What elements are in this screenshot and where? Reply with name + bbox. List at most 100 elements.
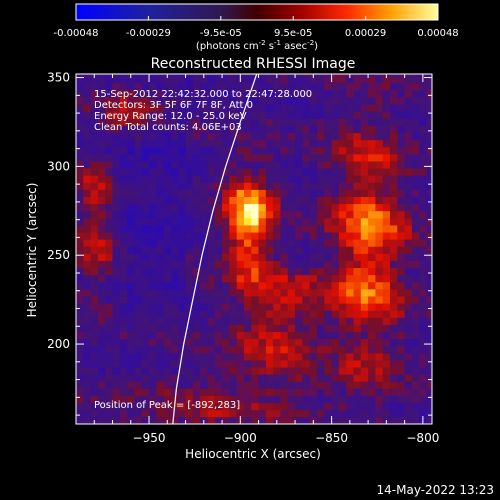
heatmap-cell <box>105 310 113 318</box>
heatmap-cell <box>127 352 135 361</box>
heatmap-cell <box>287 175 296 183</box>
heatmap-cell <box>207 74 216 77</box>
heatmap-cell <box>207 402 216 411</box>
heatmap-cell <box>258 196 267 205</box>
heatmap-cell <box>302 416 311 424</box>
heatmap-cell <box>90 139 99 148</box>
heatmap-cell <box>390 310 398 318</box>
heatmap-cell <box>390 182 398 190</box>
heatmap-cell <box>127 111 135 119</box>
heatmap-cell <box>192 253 201 261</box>
heatmap-cell <box>105 246 113 254</box>
heatmap-cell <box>251 360 259 368</box>
heatmap-cell <box>375 317 384 325</box>
heatmap-cell <box>309 161 318 169</box>
heatmap-cell <box>331 82 340 91</box>
heatmap-cell <box>360 146 369 155</box>
heatmap-cell <box>390 232 398 240</box>
heatmap-cell <box>127 331 135 340</box>
heatmap-cell <box>200 374 208 382</box>
heatmap-cell <box>229 388 238 396</box>
heatmap-cell <box>222 288 230 297</box>
heatmap-cell <box>390 210 398 219</box>
heatmap-cell <box>338 175 347 183</box>
heatmap-cell <box>419 189 427 197</box>
heatmap-cell <box>127 139 135 148</box>
heatmap-cell <box>119 125 128 134</box>
heatmap-cell <box>324 303 332 311</box>
heatmap-cell <box>309 402 318 411</box>
heatmap-cell <box>251 281 259 290</box>
heatmap-cell <box>214 310 223 318</box>
heatmap-cell <box>302 111 311 119</box>
heatmap-cell <box>192 324 201 333</box>
heatmap-cell <box>411 416 420 424</box>
heatmap-cell <box>338 118 347 126</box>
heatmap-cell <box>258 352 267 361</box>
heatmap-cell <box>419 352 427 361</box>
heatmap-cell <box>353 146 362 155</box>
heatmap-cell <box>192 97 201 105</box>
heatmap-cell <box>141 210 150 219</box>
heatmap-cell <box>76 239 84 247</box>
heatmap-cell <box>127 82 135 91</box>
heatmap-cell <box>309 239 318 247</box>
heatmap-cell <box>287 246 296 254</box>
heatmap-cell <box>149 416 157 424</box>
heatmap-cell <box>112 203 121 212</box>
heatmap-cell <box>90 182 99 190</box>
heatmap-cell <box>112 331 121 340</box>
heatmap-cell <box>112 274 121 283</box>
heatmap-cell <box>375 97 384 105</box>
heatmap-cell <box>273 153 281 162</box>
heatmap-cell <box>324 360 332 368</box>
heatmap-cell <box>397 381 406 389</box>
heatmap-cell <box>265 253 274 261</box>
heatmap-cell <box>185 381 194 389</box>
heatmap-cell <box>411 203 420 212</box>
heatmap-cell <box>236 352 245 361</box>
heatmap-cell <box>375 296 384 304</box>
heatmap-cell <box>141 75 150 84</box>
heatmap-cell <box>119 416 128 424</box>
heatmap-cell <box>192 331 201 340</box>
heatmap-cell <box>222 139 230 148</box>
heatmap-cell <box>390 153 398 162</box>
heatmap-cell <box>309 232 318 240</box>
heatmap-cell <box>302 74 311 77</box>
heatmap-cell <box>236 374 245 382</box>
heatmap-cell <box>105 203 113 212</box>
heatmap-cell <box>346 402 354 411</box>
heatmap-cell <box>97 296 106 304</box>
heatmap-cell <box>404 210 413 219</box>
heatmap-cell <box>295 210 303 219</box>
heatmap-cell <box>178 196 186 205</box>
heatmap-cell <box>346 89 354 98</box>
heatmap-cell <box>83 182 91 190</box>
heatmap-cell <box>214 74 223 77</box>
heatmap-cell <box>287 310 296 318</box>
heatmap-cell <box>280 74 289 77</box>
heatmap-cell <box>287 374 296 382</box>
heatmap-cell <box>222 360 230 368</box>
heatmap-cell <box>258 161 267 169</box>
heatmap-cell <box>229 161 238 169</box>
heatmap-cell <box>411 267 420 276</box>
heatmap-cell <box>360 118 369 126</box>
heatmap-cell <box>353 217 362 226</box>
heatmap-cell <box>375 203 384 212</box>
heatmap-cell <box>375 75 384 84</box>
heatmap-cell <box>200 118 208 126</box>
heatmap-cell <box>346 196 354 205</box>
heatmap-cell <box>119 288 128 297</box>
heatmap-cell <box>280 360 289 368</box>
heatmap-cell <box>316 82 325 91</box>
heatmap-cell <box>390 139 398 148</box>
heatmap-cell <box>397 281 406 290</box>
heatmap-cell <box>404 317 413 325</box>
heatmap-cell <box>390 331 398 340</box>
heatmap-cell <box>382 367 391 375</box>
heatmap-cell <box>360 175 369 183</box>
heatmap-cell <box>178 267 186 276</box>
heatmap-cell <box>287 416 296 424</box>
